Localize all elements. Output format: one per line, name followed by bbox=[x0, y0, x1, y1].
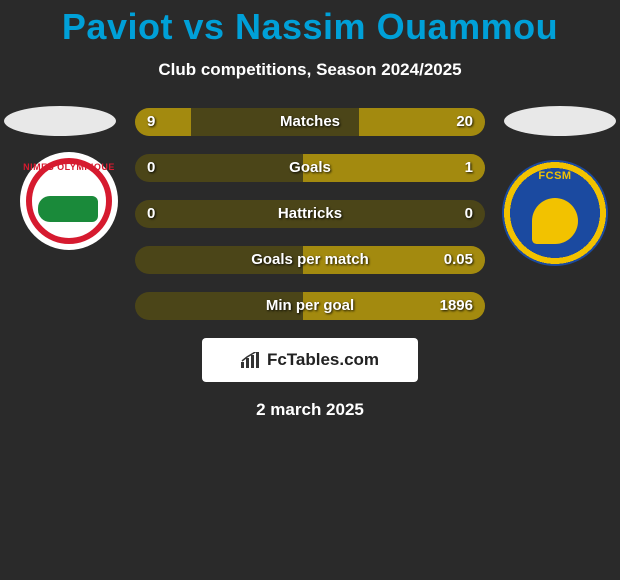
date-label: 2 march 2025 bbox=[0, 400, 620, 420]
stat-right-value: 1896 bbox=[440, 292, 473, 320]
stat-bars: 9 Matches 20 0 Goals 1 0 Hattricks 0 Goa… bbox=[135, 108, 485, 320]
player-photo-left bbox=[4, 106, 116, 136]
stat-row-min-per-goal: Min per goal 1896 bbox=[135, 292, 485, 320]
stat-right-value: 1 bbox=[465, 154, 473, 182]
stat-label: Matches bbox=[135, 108, 485, 136]
page-title: Paviot vs Nassim Ouammou bbox=[0, 0, 620, 48]
stat-row-goals-per-match: Goals per match 0.05 bbox=[135, 246, 485, 274]
subtitle: Club competitions, Season 2024/2025 bbox=[0, 60, 620, 80]
stat-right-value: 0 bbox=[465, 200, 473, 228]
stat-right-value: 0.05 bbox=[444, 246, 473, 274]
stat-label: Hattricks bbox=[135, 200, 485, 228]
source-logo: FcTables.com bbox=[202, 338, 418, 382]
stat-label: Min per goal bbox=[135, 292, 485, 320]
stat-label: Goals bbox=[135, 154, 485, 182]
source-logo-text: FcTables.com bbox=[267, 350, 379, 370]
player-photo-right bbox=[504, 106, 616, 136]
badge-left-text: NIMES OLYMPIQUE bbox=[20, 162, 118, 172]
badge-right-text: FCSM bbox=[502, 170, 608, 182]
crocodile-icon bbox=[38, 196, 98, 222]
comparison-chart: NIMES OLYMPIQUE FCSM 9 Matches 20 0 Goal… bbox=[0, 108, 620, 420]
stat-row-matches: 9 Matches 20 bbox=[135, 108, 485, 136]
team-badge-left: NIMES OLYMPIQUE bbox=[20, 152, 118, 250]
lion-icon bbox=[532, 198, 578, 244]
team-badge-right: FCSM bbox=[502, 160, 608, 266]
stat-right-value: 20 bbox=[456, 108, 473, 136]
stat-row-goals: 0 Goals 1 bbox=[135, 154, 485, 182]
chart-icon bbox=[241, 352, 261, 368]
stat-row-hattricks: 0 Hattricks 0 bbox=[135, 200, 485, 228]
stat-label: Goals per match bbox=[135, 246, 485, 274]
